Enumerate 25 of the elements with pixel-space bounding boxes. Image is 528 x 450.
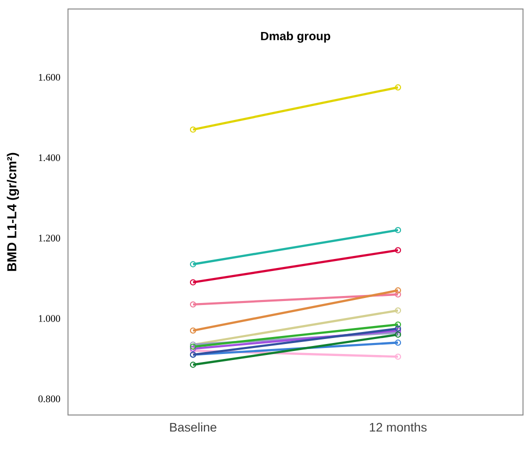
x-tick-label: Baseline (170, 422, 216, 432)
point (394, 287, 402, 294)
point (394, 354, 402, 360)
x-tick-label: 12 months (370, 422, 427, 432)
y-tick-label: 1.200 (38, 234, 60, 242)
point (190, 279, 196, 286)
text: Dmab group (261, 32, 330, 43)
y-tick-label: 1.400 (38, 154, 60, 162)
y-axis-title: BMD L1-L4 (gr/cm²) (6, 152, 19, 271)
point (394, 321, 402, 328)
point (394, 291, 402, 298)
point (394, 325, 402, 332)
point (190, 301, 196, 308)
point (394, 247, 402, 254)
point (394, 340, 402, 346)
point (190, 126, 196, 133)
point (190, 327, 196, 334)
point (394, 307, 402, 314)
y-tick-label: 0.800 (38, 396, 60, 402)
y-tick-label: 1.600 (38, 74, 60, 81)
point (394, 84, 402, 90)
point (190, 362, 196, 368)
point (190, 261, 196, 268)
point (394, 226, 402, 234)
y-tick-label: 1.000 (38, 315, 60, 322)
